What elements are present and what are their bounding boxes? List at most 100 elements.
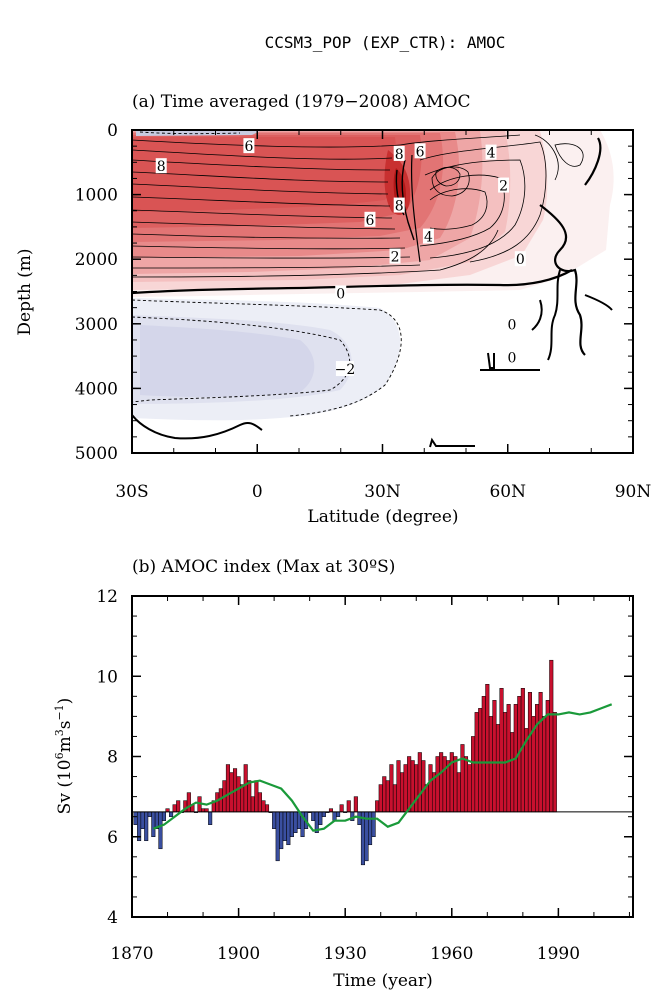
bar	[321, 811, 326, 817]
contour-line	[132, 149, 393, 160]
contour-line	[132, 209, 393, 219]
bar	[346, 800, 351, 813]
shade-neg-core	[140, 325, 315, 397]
bar	[499, 688, 504, 813]
contour-label-bg	[393, 197, 405, 213]
panel-a-title: (a) Time averaged (1979−2008) AMOC	[132, 92, 471, 112]
contour-line	[132, 139, 401, 148]
bar	[332, 811, 337, 821]
bar	[549, 659, 554, 813]
x-tick-label: 1930	[324, 944, 367, 964]
contour-line	[424, 159, 526, 259]
x-tick-label: 1870	[110, 944, 153, 964]
contour-label-bg	[155, 158, 167, 174]
bar	[481, 696, 486, 813]
y-tick-label: 10	[96, 667, 118, 687]
bar	[463, 756, 469, 813]
bar	[371, 811, 376, 837]
bar	[467, 764, 472, 813]
x-tick-label: 60N	[489, 482, 526, 502]
bar	[485, 684, 490, 813]
contour-label: 4	[487, 146, 496, 162]
bar	[289, 811, 294, 837]
y-tick-label: 1000	[75, 186, 118, 206]
contour-label: 8	[395, 147, 404, 163]
contour-zero	[531, 299, 543, 331]
panel-b-title: (b) AMOC index (Max at 30ºS)	[132, 557, 395, 577]
contour-label: 4	[424, 230, 433, 246]
panel-b-xlabel: Time (year)	[333, 971, 433, 991]
bar	[488, 716, 493, 813]
contour-label-bg	[364, 211, 376, 227]
panel-b-ylabel: Sv (106m3s−1)	[53, 698, 75, 815]
bar	[375, 800, 380, 813]
contour-line	[435, 166, 461, 187]
bar	[339, 804, 344, 813]
bar	[552, 712, 557, 813]
bar	[453, 756, 458, 813]
contour-line	[132, 221, 396, 230]
bar	[236, 776, 241, 813]
x-tick-label: 30N	[364, 482, 401, 502]
shade-surface-neg	[136, 131, 260, 136]
bar	[257, 792, 262, 813]
y-tick-label: 2000	[75, 250, 118, 270]
x-tick-label: 1900	[217, 944, 260, 964]
bar	[264, 804, 270, 813]
contour-label-bg	[514, 251, 526, 267]
bar	[186, 792, 191, 813]
contour-label-bg	[414, 143, 426, 159]
contour-line	[419, 141, 547, 263]
bar	[318, 811, 323, 825]
smoothed-line	[152, 703, 613, 832]
contour-negative	[132, 299, 402, 417]
y-tick-label: 12	[96, 587, 118, 607]
contour-label-bg	[485, 144, 497, 160]
bar	[456, 772, 461, 813]
x-tick-label: 30S	[115, 482, 148, 502]
y-tick-label: 3000	[75, 315, 118, 335]
bar	[471, 736, 476, 813]
contour-label-bg	[389, 248, 401, 264]
contour-line	[132, 264, 421, 269]
bar	[442, 756, 447, 813]
bar	[360, 811, 365, 866]
amoc-contour-panel: (a) Time averaged (1979−2008) AMOC	[15, 92, 651, 527]
bar	[400, 772, 405, 813]
x-tick-label: 1990	[537, 944, 580, 964]
bar	[435, 756, 440, 813]
contour-label: 0	[336, 286, 345, 302]
x-tick-label: 0	[252, 482, 263, 502]
bar	[161, 811, 167, 821]
bar	[158, 811, 163, 850]
amoc-contours	[132, 131, 613, 448]
contour-line	[132, 256, 411, 259]
panel-b-frame	[131, 595, 634, 918]
panel-b-axes: 1870 1900 1930 1960 1990 4 6 8 10 12	[96, 587, 633, 964]
contour-label-bg	[422, 228, 434, 244]
contour-zero	[539, 204, 586, 356]
bar	[492, 700, 497, 813]
bar	[421, 760, 426, 813]
bar	[140, 811, 145, 829]
x-tick-label: 1960	[430, 944, 473, 964]
page-title: CCSM3_POP (EXP_CTR): AMOC	[265, 33, 506, 52]
panel-a-ylabel: Depth (m)	[15, 248, 35, 335]
amoc-index-panel: (b) AMOC index (Max at 30ºS) 1870 1900 193…	[53, 557, 634, 991]
contour-label-bg	[335, 361, 354, 377]
bar	[243, 764, 248, 813]
x-tick-label: 90N	[615, 482, 652, 502]
bar	[396, 760, 401, 813]
y-tick-label: 4000	[75, 379, 118, 399]
bar	[353, 796, 358, 813]
contour-label-bg	[393, 145, 405, 161]
contour-negative	[139, 131, 241, 135]
y-tick-label: 0	[107, 121, 118, 141]
bar	[527, 692, 532, 813]
bar	[368, 811, 373, 846]
contour-zero	[584, 294, 613, 311]
bar	[506, 704, 511, 813]
bar	[169, 811, 174, 817]
